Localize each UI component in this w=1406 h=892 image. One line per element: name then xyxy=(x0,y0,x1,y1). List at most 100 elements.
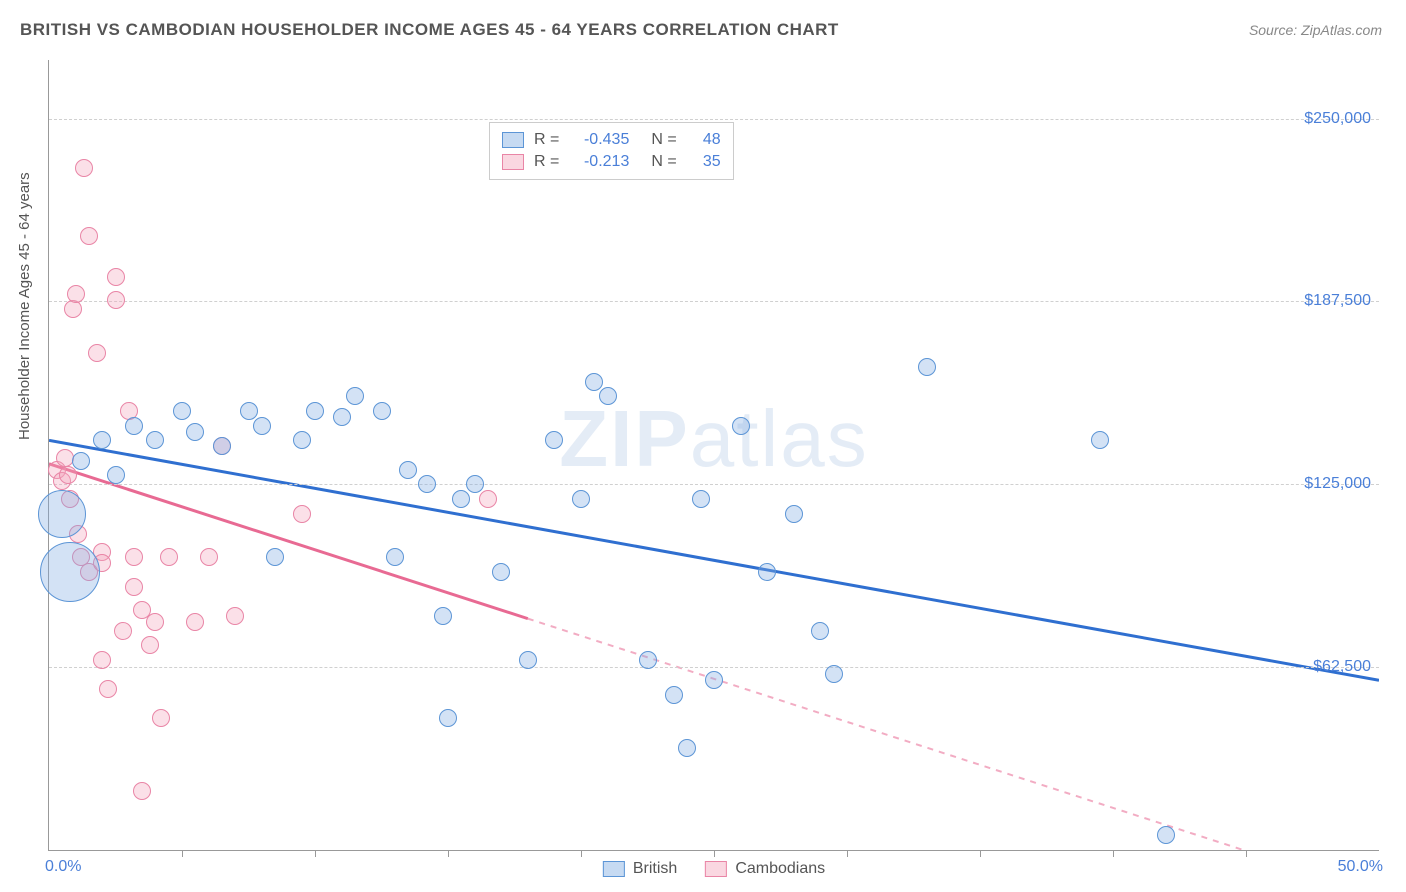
x-tick xyxy=(847,850,848,857)
data-point-british xyxy=(253,417,271,435)
data-point-british xyxy=(40,542,100,602)
x-tick xyxy=(581,850,582,857)
data-point-british xyxy=(492,563,510,581)
data-point-british xyxy=(918,358,936,376)
data-point-british xyxy=(306,402,324,420)
r-label: R = xyxy=(534,153,559,171)
y-tick-label: $62,500 xyxy=(1313,658,1371,676)
data-point-british xyxy=(107,466,125,484)
legend-swatch xyxy=(502,154,524,170)
r-value: -0.435 xyxy=(569,131,629,149)
correlation-row: R = -0.435 N = 48 xyxy=(502,129,721,151)
watermark: ZIPatlas xyxy=(559,393,868,485)
data-point-british xyxy=(434,607,452,625)
data-point-cambodian xyxy=(125,578,143,596)
data-point-cambodian xyxy=(107,291,125,309)
data-point-british xyxy=(240,402,258,420)
data-point-british xyxy=(825,665,843,683)
data-point-british xyxy=(213,437,231,455)
data-point-british xyxy=(692,490,710,508)
x-tick xyxy=(1113,850,1114,857)
data-point-cambodian xyxy=(186,613,204,631)
data-point-cambodian xyxy=(125,548,143,566)
y-tick-label: $125,000 xyxy=(1304,475,1371,493)
x-axis-end-label: 50.0% xyxy=(1338,858,1383,876)
data-point-cambodian xyxy=(293,505,311,523)
data-point-british xyxy=(639,651,657,669)
data-point-british xyxy=(705,671,723,689)
legend-label: British xyxy=(633,860,677,878)
data-point-british xyxy=(146,431,164,449)
data-point-cambodian xyxy=(146,613,164,631)
x-tick xyxy=(1246,850,1247,857)
data-point-british xyxy=(811,622,829,640)
legend-label: Cambodians xyxy=(735,860,825,878)
x-tick xyxy=(448,850,449,857)
data-point-british xyxy=(38,490,86,538)
data-point-british xyxy=(732,417,750,435)
data-point-british xyxy=(418,475,436,493)
r-value: -0.213 xyxy=(569,153,629,171)
correlation-legend: R =-0.435N =48R =-0.213N =35 xyxy=(489,122,734,180)
data-point-cambodian xyxy=(114,622,132,640)
n-value: 48 xyxy=(687,131,721,149)
n-label: N = xyxy=(651,131,676,149)
data-point-cambodian xyxy=(75,159,93,177)
data-point-cambodian xyxy=(226,607,244,625)
data-point-cambodian xyxy=(141,636,159,654)
data-point-cambodian xyxy=(80,227,98,245)
data-point-british xyxy=(1091,431,1109,449)
x-tick xyxy=(182,850,183,857)
x-tick xyxy=(315,850,316,857)
data-point-cambodian xyxy=(88,344,106,362)
y-tick-label: $187,500 xyxy=(1304,292,1371,310)
data-point-cambodian xyxy=(59,466,77,484)
legend-swatch xyxy=(603,861,625,877)
data-point-british xyxy=(665,686,683,704)
n-value: 35 xyxy=(687,153,721,171)
data-point-british xyxy=(173,402,191,420)
data-point-british xyxy=(572,490,590,508)
data-point-cambodian xyxy=(200,548,218,566)
data-point-cambodian xyxy=(67,285,85,303)
trend-line xyxy=(49,440,1379,680)
chart-title: BRITISH VS CAMBODIAN HOUSEHOLDER INCOME … xyxy=(20,20,839,40)
data-point-british xyxy=(399,461,417,479)
data-point-british xyxy=(293,431,311,449)
data-point-british xyxy=(439,709,457,727)
data-point-british xyxy=(333,408,351,426)
x-tick xyxy=(714,850,715,857)
data-point-british xyxy=(785,505,803,523)
data-point-british xyxy=(599,387,617,405)
data-point-british xyxy=(266,548,284,566)
x-tick xyxy=(980,850,981,857)
data-point-cambodian xyxy=(152,709,170,727)
data-point-british xyxy=(1157,826,1175,844)
y-tick-label: $250,000 xyxy=(1304,110,1371,128)
data-point-british xyxy=(386,548,404,566)
data-point-british xyxy=(678,739,696,757)
y-axis-label: Householder Income Ages 45 - 64 years xyxy=(16,172,33,440)
gridline xyxy=(49,119,1379,120)
source-attribution: Source: ZipAtlas.com xyxy=(1249,22,1382,38)
data-point-cambodian xyxy=(479,490,497,508)
data-point-british xyxy=(125,417,143,435)
trend-line-extrapolated xyxy=(528,619,1379,850)
legend-swatch xyxy=(502,132,524,148)
data-point-british xyxy=(545,431,563,449)
data-point-british xyxy=(466,475,484,493)
x-axis-start-label: 0.0% xyxy=(45,858,81,876)
data-point-cambodian xyxy=(93,651,111,669)
r-label: R = xyxy=(534,131,559,149)
gridline xyxy=(49,667,1379,668)
legend-item: British xyxy=(603,860,677,878)
data-point-british xyxy=(72,452,90,470)
data-point-british xyxy=(758,563,776,581)
data-point-british xyxy=(186,423,204,441)
data-point-cambodian xyxy=(160,548,178,566)
data-point-british xyxy=(452,490,470,508)
data-point-cambodian xyxy=(107,268,125,286)
gridline xyxy=(49,484,1379,485)
series-legend: British Cambodians xyxy=(603,860,825,878)
data-point-cambodian xyxy=(133,782,151,800)
